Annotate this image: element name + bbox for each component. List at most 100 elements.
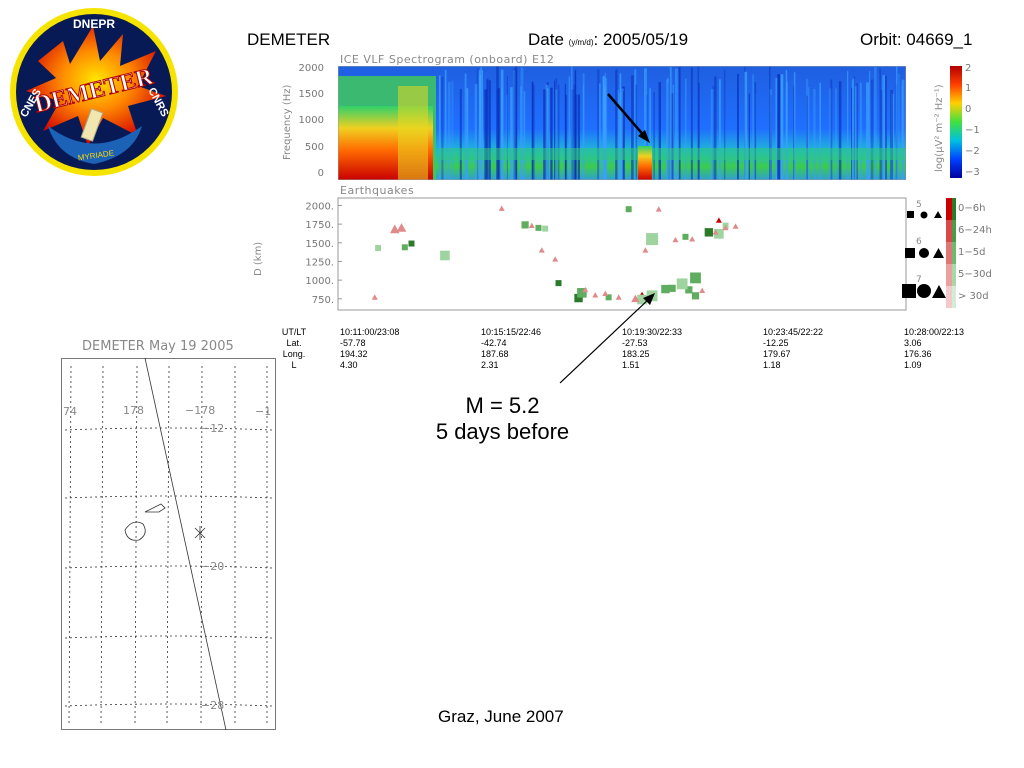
info-cell: -12.25 [763, 338, 789, 348]
orbit-info-col-1: 10:11:00/23:08 -57.78 194.32 4.30 [340, 327, 399, 371]
eq-ytick: 1750. [305, 220, 334, 231]
earthquake-point [715, 217, 722, 223]
age-label: 5−30d [958, 269, 992, 280]
info-label-long: Long. [282, 349, 306, 359]
legend-triangle-m7 [932, 285, 946, 298]
orbit-info-col-2: 10:15:15/22:46 -42.74 187.68 2.31 [481, 327, 541, 371]
map-lon-label: 178 [123, 404, 144, 417]
orbit-header: Orbit: 04669_1 [860, 30, 973, 49]
earthquake-point [682, 233, 689, 240]
info-cell: 2.31 [481, 360, 499, 370]
info-cell: 176.36 [904, 349, 932, 359]
earthquake-point [655, 206, 662, 212]
earthquake-point [528, 222, 535, 229]
earthquake-point [538, 247, 545, 253]
map-lat-label: −28 [201, 699, 224, 712]
annotation-text: M = 5.2 5 days before [400, 393, 605, 445]
earthquake-point [577, 288, 587, 298]
footer-text: Graz, June 2007 [438, 707, 564, 726]
date-value: : 2005/05/19 [593, 30, 689, 49]
eq-ytick: 1500. [305, 239, 334, 250]
eq-ytick: 750. [312, 295, 334, 306]
annotation-arrow [559, 293, 655, 384]
info-cell: -42.74 [481, 338, 507, 348]
spec-ytick: 2000 [298, 63, 324, 74]
earthquake-point [375, 245, 382, 252]
earthquake-point [712, 229, 719, 235]
earthquake-point [690, 272, 701, 284]
info-cell: 10:11:00/23:08 [340, 327, 400, 337]
map-lon-label: −178 [185, 404, 215, 417]
earthquake-point [646, 233, 659, 246]
spec-ytick: 500 [304, 142, 324, 153]
earthquake-point [704, 228, 714, 237]
earthquake-point [371, 294, 378, 300]
earthquake-point [592, 292, 599, 298]
earthquake-point [615, 294, 622, 300]
annotation-magnitude: M = 5.2 [465, 393, 540, 418]
earthquake-point [535, 224, 542, 231]
info-cell: 194.32 [340, 349, 368, 359]
earthquake-point [732, 223, 739, 229]
earthquake-point [691, 292, 700, 300]
epicenter-marker [194, 526, 206, 540]
event-arrowhead [638, 130, 650, 143]
spectrogram-title: ICE VLF Spectrogram (onboard) E12 [340, 53, 555, 66]
date-format: (y/m/d) [568, 38, 594, 47]
island-outline [124, 521, 146, 541]
earthquakes-title: Earthquakes [340, 184, 415, 197]
age-legend-row-0-6h: 0−6h [946, 198, 986, 220]
event-arrow [607, 93, 647, 139]
age-legend-row-over-30d: > 30d [946, 286, 989, 308]
earthquake-point [408, 240, 415, 247]
colorbar-tick: 1 [965, 83, 972, 94]
map-title: DEMETER May 19 2005 [82, 339, 234, 354]
legend-square-m7 [902, 284, 916, 298]
legend-square-m5 [907, 211, 914, 218]
earthquake-point [582, 286, 589, 293]
map-lat-label: −20 [201, 560, 224, 573]
colorbar-tick: 2 [965, 63, 972, 74]
age-label: 1−5d [958, 247, 986, 258]
orbit-info-col-4: 10:23:45/22:22 -12.25 179.67 1.18 [763, 327, 823, 371]
age-label: > 30d [958, 291, 989, 302]
legend-triangle-m6 [933, 248, 944, 258]
eq-ytick: 1250. [305, 257, 334, 268]
orbit-info-col-3: 10:19:30/22:33 -27.53 183.25 1.51 [622, 327, 682, 371]
age-legend: 0−6h 6−24h 1−5d 5−30d > 30d [946, 198, 992, 308]
eq-ytick: 2000. [305, 201, 334, 212]
info-cell: 187.68 [481, 349, 509, 359]
info-cell: 1.51 [622, 360, 640, 370]
legend-circle-m7 [917, 284, 931, 298]
earthquake-point [521, 221, 529, 229]
earthquake-point [555, 280, 562, 287]
earthquake-point [685, 286, 693, 294]
date-header: Date (y/m/d): 2005/05/19 [528, 30, 688, 50]
info-cell: 10:28:00/22:13 [904, 327, 965, 337]
earthquake-point [390, 224, 400, 234]
map-lon-label: 74 [63, 405, 77, 418]
spec-ytick: 0 [317, 168, 324, 179]
colorbar-label: log(µV² m⁻² Hz⁻¹) [934, 84, 945, 172]
age-legend-row-6-24h: 6−24h [946, 220, 992, 242]
spectrogram-plot [338, 66, 906, 180]
spectrogram-yticks: 2000 1500 1000 500 0 [290, 63, 324, 181]
earthquake-point [440, 250, 450, 261]
earthquake-point [631, 294, 640, 303]
earthquake-point [699, 287, 706, 293]
age-label: 0−6h [958, 203, 986, 214]
spectrogram-colorbar [950, 66, 962, 178]
demeter-logo: DNEPR DEMETER CNES CNRS MYRIADE [10, 8, 178, 176]
earthquake-point [672, 236, 679, 243]
earthquake-point [602, 290, 609, 296]
earthquake-point [401, 244, 408, 251]
colorbar-tick: −3 [965, 167, 980, 178]
earthquake-point [722, 224, 729, 231]
map-lon-label: −1 [255, 405, 271, 418]
earthquake-point [552, 256, 559, 262]
earthquake-point [542, 225, 549, 232]
info-cell: -57.78 [340, 338, 366, 348]
earthquake-point [498, 205, 505, 211]
earthquake-point [676, 278, 688, 290]
mag-legend-5: 5 [916, 200, 922, 210]
